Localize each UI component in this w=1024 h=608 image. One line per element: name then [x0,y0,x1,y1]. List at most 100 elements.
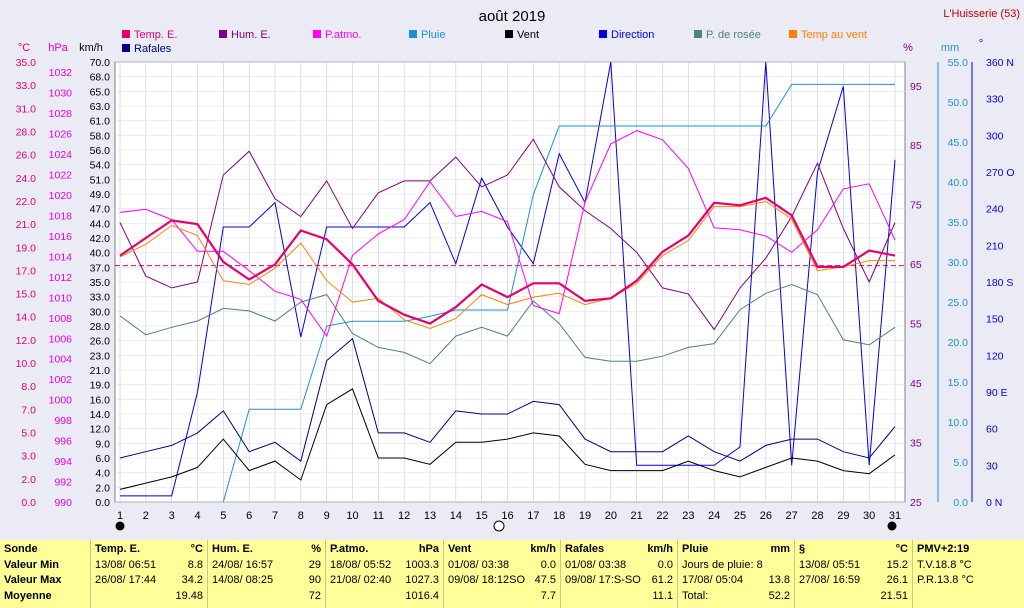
dir-tick-7: 150 [986,314,1004,326]
series-p-atmo [119,130,896,338]
gust-min: 0.0 [657,558,673,571]
legend-swatch-1 [219,30,227,38]
dir-unit-label: ° [979,38,983,50]
legend-label-3: Pluie [421,29,445,41]
pmv-tv: T.V.18.8 °C [917,558,972,571]
stats-wind: Vent km/h 01/08/ 03:38 0.0 09/08/ 18:12SO 4… [443,540,560,608]
axes: 35.0 33.0 31.0 28.0 26.0 24.0 22.0 21.0 19.0 17.0… [16,57,1015,509]
hum-max: 90 [308,574,321,586]
day-label-18: 18 [553,510,565,522]
wind-tick-4: 61.0 [90,116,111,128]
stats-row-labels: Sonde Valeur Min Valeur Max Moyenne [0,540,90,608]
pressure-tick-2: 1028 [49,108,73,120]
day-label-1: 1 [117,510,123,522]
wind-min-date: 01/08/ 03:38 [448,558,510,571]
wind-tick-12: 42.0 [90,233,111,245]
pressure-tick-9: 1014 [49,251,73,263]
day-label-19: 19 [579,510,591,522]
day-label-27: 27 [786,510,798,522]
temp-min-date: 13/08/ 06:51 [95,558,157,571]
dir-tick-5: 210 [986,240,1004,252]
wind-tick-13: 40.0 [90,248,111,260]
series-temp-au-vent [119,200,895,330]
temp-tick-5: 24.0 [16,173,37,185]
dir-tick-10: 60 [986,424,998,436]
day-label-22: 22 [656,510,668,522]
rain-days: Jours de pluie: 8 [682,558,763,571]
wind-tick-14: 37.0 [90,262,111,274]
pressure-tick-6: 1020 [49,190,73,202]
pressure-tick-17: 998 [54,415,72,427]
dew-min-date: 13/08/ 05:51 [799,558,861,571]
moon-phase-markers [115,520,897,532]
day-label-8: 8 [298,510,304,522]
series-p-de-ros-e [119,283,896,365]
hum-unit-label: % [903,42,913,54]
gust-avg: 11.1 [652,589,673,602]
rain-tick-2: 45.0 [948,137,969,149]
hum-tick-2: 75 [910,200,922,212]
pressure-tick-3: 1026 [49,129,73,141]
hum-min-date: 24/08/ 16:57 [212,558,274,571]
pressure-unit-label: hPa [48,42,68,54]
series-hum-e [119,138,896,331]
wind-tick-28: 4.0 [95,468,110,480]
series-pluie [222,83,895,503]
pressure-tick-18: 996 [54,436,72,448]
wind-title: Vent [448,543,472,555]
rain-tick-10: 5.0 [953,457,968,469]
dew-max: 26.1 [886,574,908,586]
temp-max-date: 26/08/ 17:44 [95,574,157,586]
legend-swatch-5 [599,30,607,38]
wind-max-date: 09/08/ 18:12SO [448,574,526,586]
rain-tick-4: 35.0 [948,217,969,229]
wind-tick-24: 14.0 [90,409,111,421]
day-label-29: 29 [837,510,849,522]
rain-title: Pluie [682,543,709,555]
rain-unit: mm [770,543,790,555]
pressure-tick-4: 1024 [49,149,73,161]
temp-tick-11: 14.0 [16,312,37,324]
chart-title: août 2019 [479,8,546,25]
day-label-14: 14 [450,510,462,522]
wind-unit: km/h [530,543,556,555]
day-label-26: 26 [760,510,772,522]
series-vent [119,388,896,490]
pressure-tick-12: 1008 [49,313,73,325]
hum-avg: 72 [308,589,321,602]
temp-unit: °C [190,543,203,555]
series-rafales [119,337,896,462]
temp-min: 8.8 [187,558,203,571]
row-label-avg: Moyenne [4,589,52,602]
legend: Temp. E. Hum. E. P.atmo. Pluie Vent Direction… [122,29,867,55]
temp-tick-4: 26.0 [16,150,37,162]
day-label-4: 4 [194,510,200,522]
legend-swatch-3 [409,30,417,38]
wind-tick-7: 54.0 [90,160,111,172]
pressure-tick-14: 1004 [49,354,73,366]
rain-total: 52.2 [768,589,790,602]
wind-tick-6: 56.0 [90,145,111,157]
hum-tick-1: 85 [910,140,922,152]
rain-max: 13.8 [768,574,790,586]
stats-rain: Pluie mm Jours de pluie: 8 17/08/ 05:04 13… [677,540,794,608]
press-unit: hPa [418,543,439,555]
day-label-31: 31 [889,510,901,522]
rain-total-label: Total: [682,589,709,602]
row-label-sonde: Sonde [4,543,38,555]
rain-tick-0: 55.0 [948,57,969,69]
rain-tick-11: 0.0 [953,497,968,509]
temp-tick-7: 21.0 [16,219,37,231]
legend-label-0: Temp. E. [134,29,177,41]
series-direction [120,61,896,497]
wind-tick-22: 19.0 [90,380,111,392]
day-label-7: 7 [272,510,278,522]
wind-tick-11: 44.0 [90,218,111,230]
dir-tick-9: 90 E [986,387,1008,399]
wind-tick-1: 68.0 [90,72,111,84]
wind-tick-10: 47.0 [90,204,111,216]
temp-max: 34.2 [181,574,203,586]
series-temp-e [119,196,896,325]
wind-tick-16: 33.0 [90,292,111,304]
temp-avg: 19.48 [175,589,203,602]
